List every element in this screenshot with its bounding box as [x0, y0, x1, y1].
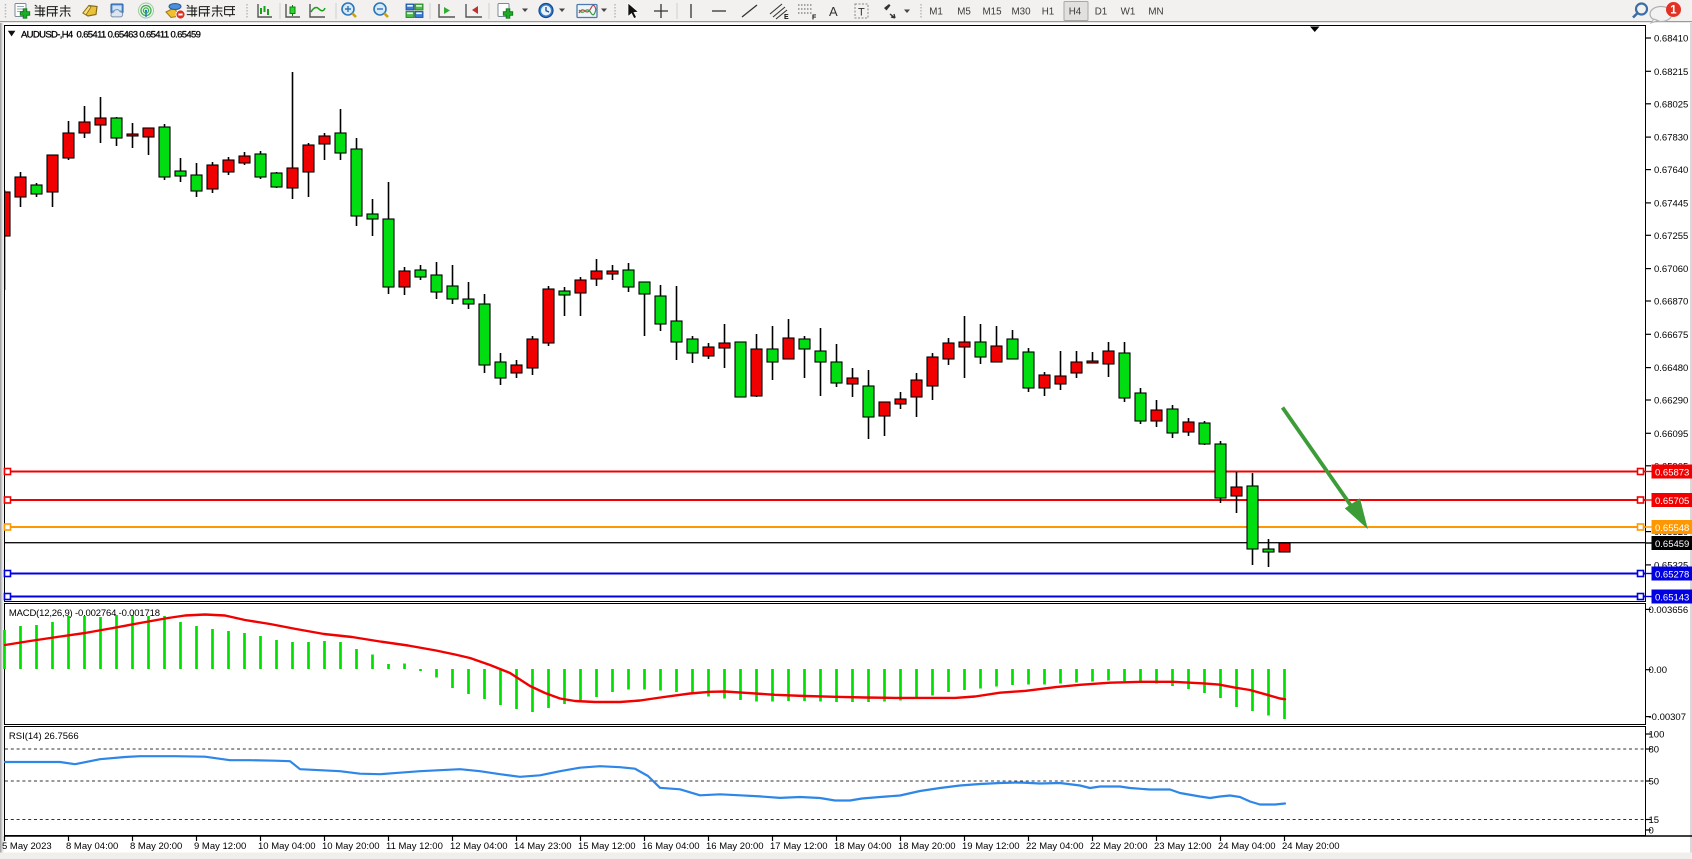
svg-text:100: 100	[1649, 730, 1665, 741]
svg-text:H4: H4	[1069, 7, 1082, 18]
svg-text:14 May 23:00: 14 May 23:00	[514, 841, 572, 852]
svg-text:0.67830: 0.67830	[1654, 133, 1688, 144]
svg-text:MACD(12,26,9) -0.002764 -0.001: MACD(12,26,9) -0.002764 -0.001718	[9, 608, 160, 619]
svg-text:9 May 12:00: 9 May 12:00	[194, 841, 246, 852]
svg-text:0.68410: 0.68410	[1654, 34, 1688, 45]
svg-text:80: 80	[1649, 745, 1660, 756]
svg-text:1: 1	[1670, 5, 1677, 17]
svg-text:10 May 04:00: 10 May 04:00	[258, 841, 316, 852]
svg-text:0.65459: 0.65459	[1655, 539, 1689, 550]
svg-text:0.66480: 0.66480	[1654, 363, 1688, 374]
svg-text:16 May 04:00: 16 May 04:00	[642, 841, 700, 852]
svg-text:M1: M1	[929, 7, 943, 18]
svg-text:18 May 04:00: 18 May 04:00	[834, 841, 892, 852]
svg-text:0.68215: 0.68215	[1654, 67, 1688, 78]
svg-text:22 May 04:00: 22 May 04:00	[1026, 841, 1084, 852]
svg-text:11 May 12:00: 11 May 12:00	[386, 841, 443, 852]
svg-text:M5: M5	[957, 7, 971, 18]
svg-text:0.65705: 0.65705	[1655, 496, 1689, 507]
svg-text:23 May 12:00: 23 May 12:00	[1154, 841, 1212, 852]
svg-text:12 May 04:00: 12 May 04:00	[450, 841, 508, 852]
svg-text:F: F	[812, 15, 817, 22]
svg-text:0.66870: 0.66870	[1654, 297, 1688, 308]
svg-text:RSI(14) 26.7566: RSI(14) 26.7566	[9, 731, 79, 742]
svg-text:16 May 20:00: 16 May 20:00	[706, 841, 764, 852]
svg-text:8 May 20:00: 8 May 20:00	[130, 841, 182, 852]
svg-text:-0.00307: -0.00307	[1649, 712, 1687, 723]
svg-text:0: 0	[1649, 826, 1654, 837]
svg-text:W1: W1	[1121, 7, 1136, 18]
svg-text:0.65143: 0.65143	[1655, 592, 1689, 603]
svg-text:0.67640: 0.67640	[1654, 165, 1688, 176]
svg-text:5 May 2023: 5 May 2023	[2, 841, 52, 852]
svg-text:D1: D1	[1095, 7, 1108, 18]
svg-text:0.67255: 0.67255	[1654, 231, 1688, 242]
svg-text:M15: M15	[982, 7, 1002, 18]
svg-text:24 May 04:00: 24 May 04:00	[1218, 841, 1276, 852]
svg-text:A: A	[829, 4, 838, 19]
svg-text:E: E	[784, 14, 789, 21]
svg-text:0.65873: 0.65873	[1655, 467, 1689, 478]
svg-text:50: 50	[1649, 777, 1660, 788]
svg-text:M30: M30	[1011, 7, 1031, 18]
svg-text:17 May 12:00: 17 May 12:00	[770, 841, 828, 852]
svg-text:T: T	[858, 7, 865, 19]
svg-text:0.66290: 0.66290	[1654, 396, 1688, 407]
svg-text:0.66095: 0.66095	[1654, 429, 1688, 440]
svg-text:0.00: 0.00	[1649, 665, 1668, 676]
svg-text:19 May 12:00: 19 May 12:00	[962, 841, 1020, 852]
svg-text:24 May 20:00: 24 May 20:00	[1282, 841, 1340, 852]
svg-text:H1: H1	[1042, 7, 1055, 18]
svg-text:AUDUSD-,H4 0.65411 0.65463 0.: AUDUSD-,H4 0.65411 0.65463 0.65411 0.654…	[21, 29, 201, 40]
svg-text:0.67060: 0.67060	[1654, 264, 1688, 275]
svg-text:22 May 20:00: 22 May 20:00	[1090, 841, 1148, 852]
svg-text:0.003656: 0.003656	[1649, 605, 1689, 616]
svg-text:MN: MN	[1148, 7, 1163, 18]
svg-text:0.65325: 0.65325	[1654, 560, 1688, 571]
svg-text:15 May 12:00: 15 May 12:00	[578, 841, 636, 852]
svg-text:15: 15	[1649, 815, 1660, 826]
svg-text:0.68025: 0.68025	[1654, 99, 1688, 110]
svg-text:18 May 20:00: 18 May 20:00	[898, 841, 956, 852]
svg-text:0.66675: 0.66675	[1654, 330, 1688, 341]
svg-text:8 May 04:00: 8 May 04:00	[66, 841, 118, 852]
svg-text:0.67445: 0.67445	[1654, 198, 1688, 209]
svg-text:10 May 20:00: 10 May 20:00	[322, 841, 380, 852]
svg-text:0.65278: 0.65278	[1655, 569, 1689, 580]
svg-text:0.65548: 0.65548	[1655, 523, 1689, 534]
